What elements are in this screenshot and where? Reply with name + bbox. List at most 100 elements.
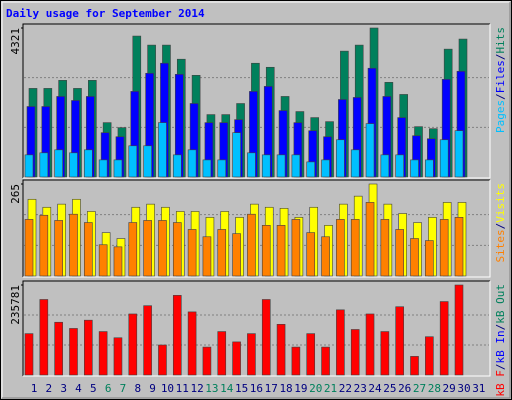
- bar: [128, 145, 138, 178]
- x-tick-label: 28: [428, 382, 441, 395]
- x-tick-label: 22: [339, 382, 352, 395]
- bar: [336, 309, 345, 376]
- x-tick-label: 6: [105, 382, 112, 395]
- bar: [321, 236, 330, 277]
- bar: [350, 329, 360, 376]
- bar: [439, 301, 449, 376]
- panel: [23, 281, 490, 376]
- bar: [84, 319, 93, 376]
- x-tick-label: 18: [279, 382, 292, 395]
- legend-entry: Sites: [494, 229, 507, 262]
- bar: [187, 229, 197, 277]
- legend: Sites/Visits: [494, 183, 507, 263]
- bar: [247, 152, 256, 178]
- x-tick-label: 3: [60, 382, 67, 395]
- x-tick-label: 1: [31, 382, 38, 395]
- bar: [217, 331, 227, 376]
- bar: [261, 299, 271, 376]
- bar: [24, 219, 34, 277]
- bar: [336, 139, 345, 178]
- panel-border: [22, 280, 490, 376]
- bar: [410, 159, 419, 178]
- bar: [172, 154, 182, 178]
- x-tick-label: 30: [457, 382, 470, 395]
- x-tick-label: 25: [383, 382, 396, 395]
- bar: [113, 159, 123, 178]
- bar: [395, 154, 404, 178]
- bar: [321, 159, 330, 178]
- legend-entry: kB In: [494, 330, 507, 363]
- bar: [128, 222, 138, 277]
- bar: [454, 130, 464, 178]
- bar: [439, 219, 449, 277]
- bar: [39, 152, 49, 178]
- bar: [365, 123, 375, 178]
- x-tick-label: 15: [235, 382, 248, 395]
- x-tick-label: 2: [46, 382, 53, 395]
- x-tick-label: 7: [120, 382, 127, 395]
- bar: [306, 161, 316, 178]
- bar: [454, 284, 464, 376]
- bar: [69, 213, 78, 277]
- bar: [113, 246, 123, 277]
- bar: [380, 331, 390, 376]
- bar: [39, 214, 49, 277]
- bar: [69, 152, 78, 178]
- bar: [128, 313, 138, 376]
- panel-border: [23, 180, 491, 278]
- bar: [291, 219, 301, 277]
- bar: [98, 159, 108, 178]
- bar: [143, 220, 152, 277]
- bar: [158, 344, 167, 376]
- bar: [54, 149, 63, 178]
- bar: [425, 336, 434, 376]
- bar: [217, 159, 227, 178]
- bar: [425, 240, 434, 277]
- bar: [365, 313, 375, 376]
- panel-border: [23, 281, 491, 377]
- bar: [321, 346, 330, 376]
- bar: [232, 233, 241, 277]
- bar: [113, 337, 123, 376]
- x-tick-label: 10: [161, 382, 174, 395]
- bar: [425, 159, 434, 178]
- bar: [365, 202, 375, 277]
- bar: [24, 154, 34, 178]
- bar: [350, 149, 360, 178]
- x-tick-label: 23: [354, 382, 367, 395]
- legend-separator: /: [494, 223, 507, 230]
- legend-entry: Hits: [494, 27, 507, 54]
- legend-entry: kB Out: [494, 284, 507, 324]
- x-tick-label: 5: [90, 382, 97, 395]
- x-tick-label: 31: [472, 382, 485, 395]
- y-tick-label: 4321: [9, 28, 22, 55]
- bar: [187, 311, 197, 376]
- bar: [98, 244, 108, 277]
- bar: [306, 333, 316, 376]
- x-tick-label: 11: [176, 382, 189, 395]
- bar: [276, 225, 286, 277]
- bar: [232, 341, 241, 376]
- bar: [98, 331, 108, 376]
- bar: [410, 356, 419, 376]
- bar: [276, 154, 286, 178]
- bar: [143, 145, 152, 178]
- x-tick-label: 14: [220, 382, 234, 395]
- legend-separator: /: [494, 324, 507, 331]
- bar: [24, 333, 34, 376]
- legend-entry: Files: [494, 60, 507, 93]
- bar: [54, 321, 63, 376]
- bar: [202, 236, 212, 277]
- legend: Pages/Files/Hits: [494, 27, 507, 133]
- bar: [350, 219, 360, 277]
- bar: [143, 305, 152, 376]
- bar: [395, 229, 404, 277]
- bar: [158, 122, 167, 178]
- bar: [261, 154, 271, 178]
- bar: [291, 154, 301, 178]
- x-tick-label: 20: [309, 382, 322, 395]
- bar: [172, 222, 182, 277]
